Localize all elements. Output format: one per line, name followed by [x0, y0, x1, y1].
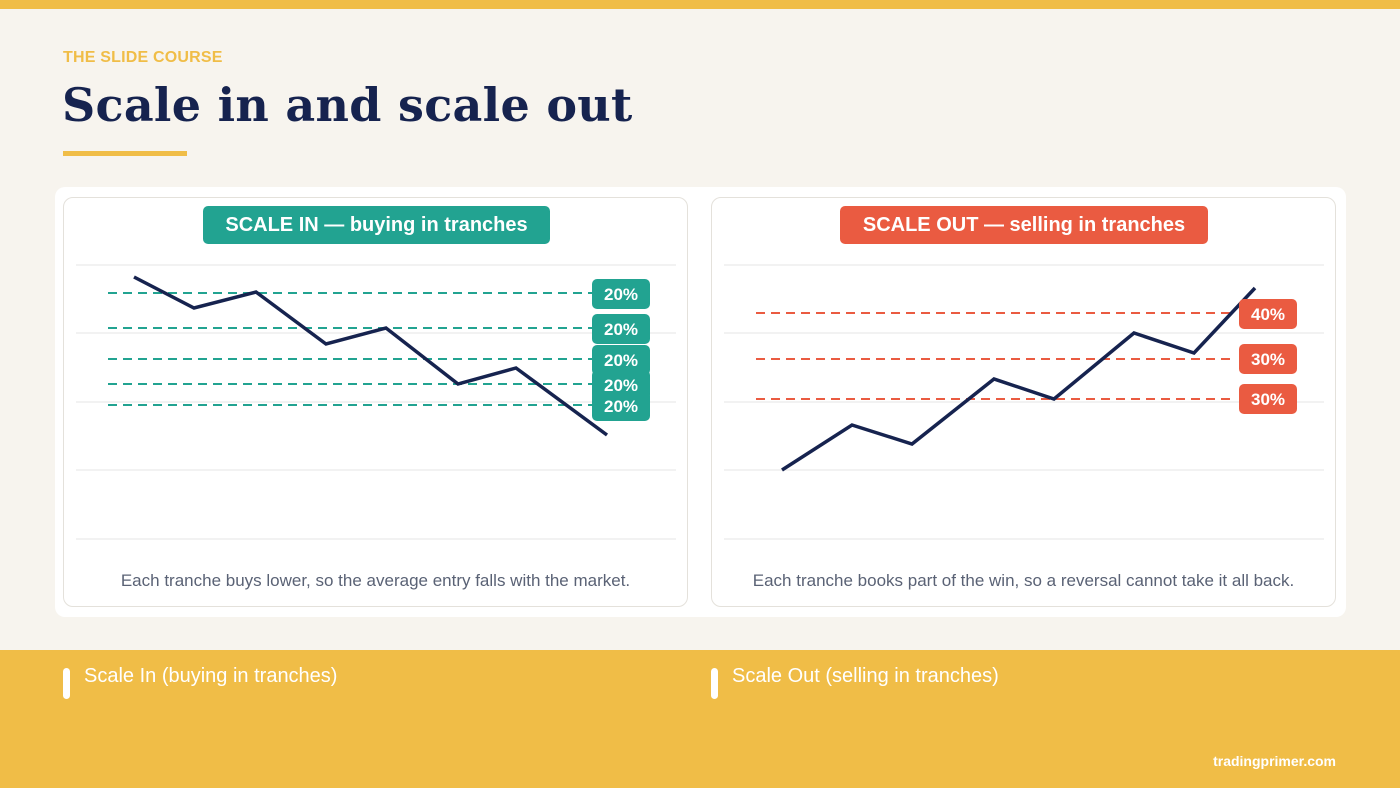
gridlines [76, 264, 676, 540]
tranche-tag: 20% [592, 314, 650, 344]
gridlines [724, 264, 1324, 540]
tranche-tag: 20% [592, 391, 650, 421]
course-kicker: THE SLIDE COURSE [63, 49, 223, 66]
tranche-label: 20% [604, 397, 638, 416]
price-path-rising [781, 286, 1257, 472]
tranche-tag: 20% [592, 345, 650, 375]
tranche-label: 20% [604, 320, 638, 339]
site-url: tradingprimer.com [1213, 753, 1336, 769]
tranche-tag: 20% [592, 279, 650, 309]
tranche-label: 20% [604, 376, 638, 395]
legend-scale-out: Scale Out (selling in tranches) [732, 665, 999, 687]
tranche-label: 20% [604, 351, 638, 370]
legend-scale-in: Scale In (buying in tranches) [84, 665, 338, 687]
scale-in-caption: Each tranche buys lower, so the average … [120, 571, 631, 590]
tranche-label: 40% [1251, 305, 1285, 324]
scale-out-caption: Each tranche books part of the win, so a… [752, 571, 1295, 590]
tranche-label: 20% [604, 285, 638, 304]
tranche-tag: 30% [1239, 344, 1297, 374]
price-path-falling [133, 275, 609, 437]
legend-marker-scale-in [63, 668, 70, 699]
buy-levels [108, 292, 596, 406]
scale-out-badge: SCALE OUT — selling in tranches [840, 206, 1208, 244]
footer-band [0, 650, 1400, 788]
tranche-tag: 30% [1239, 384, 1297, 414]
scale-out-diagram: 40% 30% 30% [724, 264, 1324, 540]
tranche-label: 30% [1251, 390, 1285, 409]
scale-in-diagram: 20% 20% 20% 20% 20% [76, 264, 676, 540]
scale-in-badge: SCALE IN — buying in tranches [203, 206, 550, 244]
legend-marker-scale-out [711, 668, 718, 699]
tranche-label: 30% [1251, 350, 1285, 369]
title-underline [63, 151, 187, 156]
sell-levels [756, 312, 1236, 400]
top-accent-strip [0, 0, 1400, 9]
tranche-tag: 40% [1239, 299, 1297, 329]
slide-title: Scale in and scale out [62, 78, 633, 132]
